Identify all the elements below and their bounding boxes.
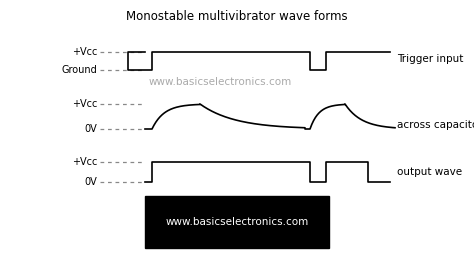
Text: www.basicselectronics.com: www.basicselectronics.com: [165, 217, 309, 227]
Text: 0V: 0V: [84, 177, 97, 187]
Text: +Vcc: +Vcc: [72, 99, 97, 109]
Text: across capacitor: across capacitor: [397, 120, 474, 130]
Text: Monostable multivibrator wave forms: Monostable multivibrator wave forms: [126, 10, 348, 23]
Text: Ground: Ground: [61, 65, 97, 75]
Text: +Vcc: +Vcc: [72, 157, 97, 167]
Text: 0V: 0V: [84, 124, 97, 134]
Text: Trigger input: Trigger input: [397, 54, 464, 64]
Text: output wave: output wave: [397, 167, 462, 177]
Text: www.basicselectronics.com: www.basicselectronics.com: [148, 77, 292, 87]
Text: +Vcc: +Vcc: [72, 47, 97, 57]
